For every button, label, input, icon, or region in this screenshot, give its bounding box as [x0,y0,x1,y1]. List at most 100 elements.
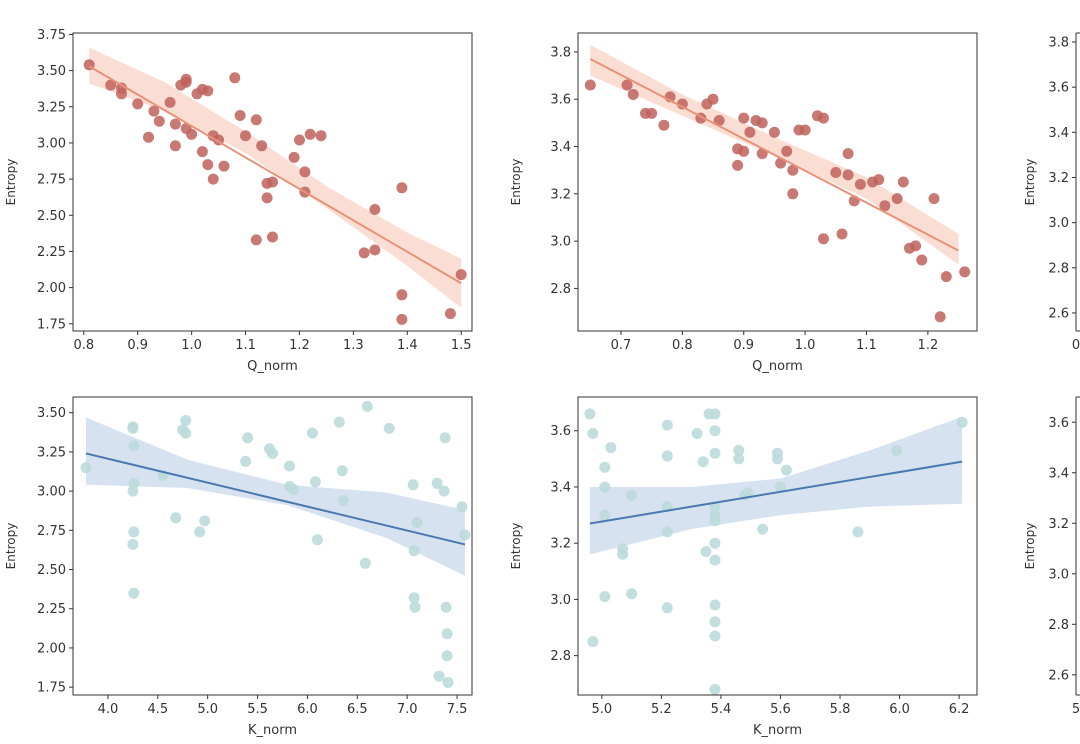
data-point [242,432,254,444]
data-point [180,427,192,439]
x-tick-label: 6.5 [347,702,368,717]
data-point [661,419,673,431]
y-tick-label: 3.8 [550,45,571,60]
plot-frame [577,396,978,696]
data-point [757,523,769,535]
data-point [169,118,181,130]
data-point [194,526,206,538]
data-point [627,89,639,100]
y-tick-label: 3.8 [1048,36,1069,51]
data-point [186,128,198,140]
data-point [411,517,423,528]
y-tick-label: 2.75 [37,524,66,539]
data-point [267,231,278,243]
y-tick-label: 2.00 [37,281,66,296]
data-point [455,269,467,281]
x-tick-label: 5.0 [591,702,612,717]
x-tick-label: 5 [1072,702,1080,717]
data-point [240,130,251,142]
data-point [127,422,139,434]
data-point [626,489,638,501]
data-point [661,602,673,614]
data-point [709,554,721,566]
y-axis-label: Entropy [1023,523,1037,570]
x-tick-label: 4.0 [98,702,119,717]
data-point [818,233,829,245]
data-point [587,428,599,439]
data-point [294,134,305,146]
confidence-band [86,417,465,576]
y-tick-label: 2.50 [37,563,66,578]
data-point [127,538,139,550]
x-axis-label: Q_norm [752,359,803,374]
data-point [444,308,456,320]
y-tick-label: 3.00 [37,136,66,151]
data-point [127,485,139,497]
data-point [842,169,854,181]
data-point [879,200,891,212]
y-tick-label: 3.4 [550,480,571,495]
data-point [440,601,452,613]
x-tick-label: 7.5 [447,702,468,717]
x-tick-label: 0.8 [73,338,94,353]
data-point [153,115,165,127]
data-point [854,178,866,190]
data-point [407,479,419,491]
data-point [369,204,381,215]
data-point [309,476,321,488]
data-point [229,72,241,84]
x-tick-label: 4.5 [147,702,168,717]
data-point [584,79,596,91]
x-tick-label: 5.2 [651,702,672,717]
y-tick-label: 3.0 [1048,216,1069,231]
x-tick-label: 1.0 [181,338,202,353]
x-tick-label: 1.3 [343,338,364,353]
y-tick-label: 3.0 [1048,567,1069,582]
data-point [599,591,611,603]
data-point [396,182,408,194]
data-point [709,515,721,527]
y-tick-label: 3.4 [1048,466,1069,481]
x-tick-label: 1.4 [397,338,418,353]
y-tick-label: 2.6 [1048,306,1069,321]
x-tick-label: 0 [1072,338,1080,353]
data-point [218,160,230,172]
y-tick-label: 3.2 [1048,517,1069,532]
x-tick-label: 6.2 [949,702,970,717]
y-axis-label: Entropy [509,159,523,206]
data-point [709,599,721,611]
y-axis-label: Entropy [4,523,18,570]
data-point [897,176,909,188]
data-point [587,636,599,648]
data-point [934,311,946,323]
data-point [196,146,208,158]
data-point [202,159,214,171]
data-point [781,145,793,157]
data-point [441,628,453,640]
y-tick-label: 3.50 [37,406,66,421]
y-tick-label: 2.8 [1048,261,1069,276]
y-tick-label: 1.75 [37,681,66,696]
y-axis-label: Entropy [1023,159,1037,206]
data-point [830,167,842,178]
chart-bottom-left: 4.0 4.5 5.0 5.5 6.0 6.5 7.0 7.5 K_norm 1.75 2.00 2.… [4,396,473,738]
x-tick-label: 5.0 [197,702,218,717]
y-tick-label: 3.6 [1048,416,1069,431]
x-axis-label: K_norm [248,723,297,738]
data-point [164,96,176,108]
data-point [661,526,673,538]
data-point [336,465,348,477]
x-tick-label: 1.5 [451,338,472,353]
data-point [361,400,373,412]
x-tick-label: 0.9 [127,338,148,353]
data-point [780,464,792,476]
data-point [772,453,783,465]
data-point [742,487,754,499]
data-point [910,240,922,252]
data-point [584,408,596,420]
data-point [128,440,140,452]
x-tick-label: 1.0 [795,338,816,353]
regression-line [85,452,466,546]
y-tick-label: 3.6 [550,93,571,108]
data-point [709,537,721,549]
